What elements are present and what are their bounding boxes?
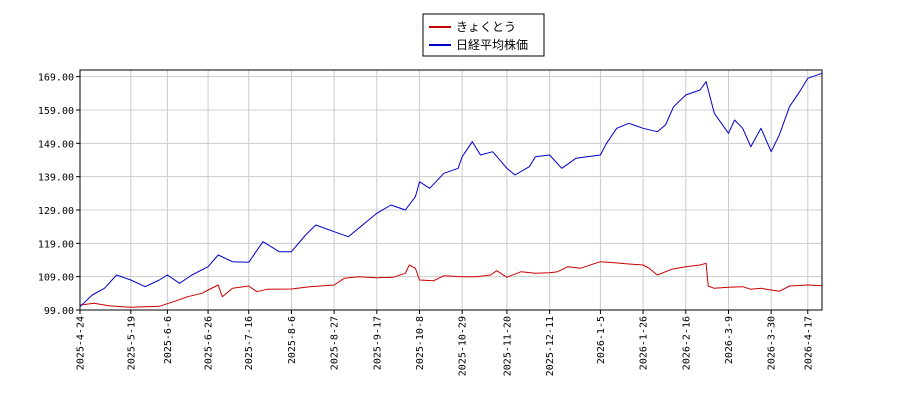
y-tick-label: 149.00 xyxy=(38,139,74,150)
legend-label-1: 日経平均株価 xyxy=(456,37,528,52)
y-tick-label: 159.00 xyxy=(38,106,74,117)
x-tick-label: 2026-4-17 xyxy=(803,316,814,370)
x-tick-label: 2025-6-26 xyxy=(204,316,215,370)
x-tick-label: 2025-5-19 xyxy=(126,316,137,370)
series-line-1 xyxy=(79,72,823,308)
x-tick-label: 2026-1-5 xyxy=(596,316,607,364)
y-tick-label: 129.00 xyxy=(38,206,74,217)
x-tick-label: 2026-3-9 xyxy=(724,316,735,364)
x-tick-label: 2025-11-20 xyxy=(502,316,513,376)
x-tick-label: 2025-10-8 xyxy=(415,316,426,370)
x-tick-label: 2025-6-6 xyxy=(163,316,174,364)
y-tick-label: 119.00 xyxy=(38,239,74,250)
x-tick-label: 2025-12-11 xyxy=(545,316,556,376)
x-tick-label: 2025-7-16 xyxy=(244,316,255,370)
x-tick-label: 2025-10-29 xyxy=(458,316,469,376)
x-tick-label: 2025-9-17 xyxy=(372,316,383,370)
y-tick-label: 99.00 xyxy=(44,306,74,317)
axes: 99.00 109.00 119.00 129.00 139.00 149.00 159.0… xyxy=(38,73,814,377)
grid xyxy=(79,70,822,311)
y-tick-label: 169.00 xyxy=(38,73,74,84)
x-tick-label: 2025-4-24 xyxy=(76,316,87,370)
series-line-0 xyxy=(79,261,823,308)
x-tick-label: 2026-2-16 xyxy=(681,316,692,370)
x-tick-label: 2026-1-26 xyxy=(639,316,650,370)
x-tick-label: 2026-3-30 xyxy=(767,316,778,370)
plot-frame xyxy=(79,69,823,311)
legend-box xyxy=(422,13,545,57)
x-tick-label: 2025-8-6 xyxy=(287,316,298,364)
series xyxy=(79,72,823,308)
legend-label-0: きょくとう xyxy=(456,20,516,34)
y-tick-label: 139.00 xyxy=(38,173,74,184)
y-tick-label: 109.00 xyxy=(38,273,74,284)
x-tick-label: 2025-8-27 xyxy=(330,316,341,370)
